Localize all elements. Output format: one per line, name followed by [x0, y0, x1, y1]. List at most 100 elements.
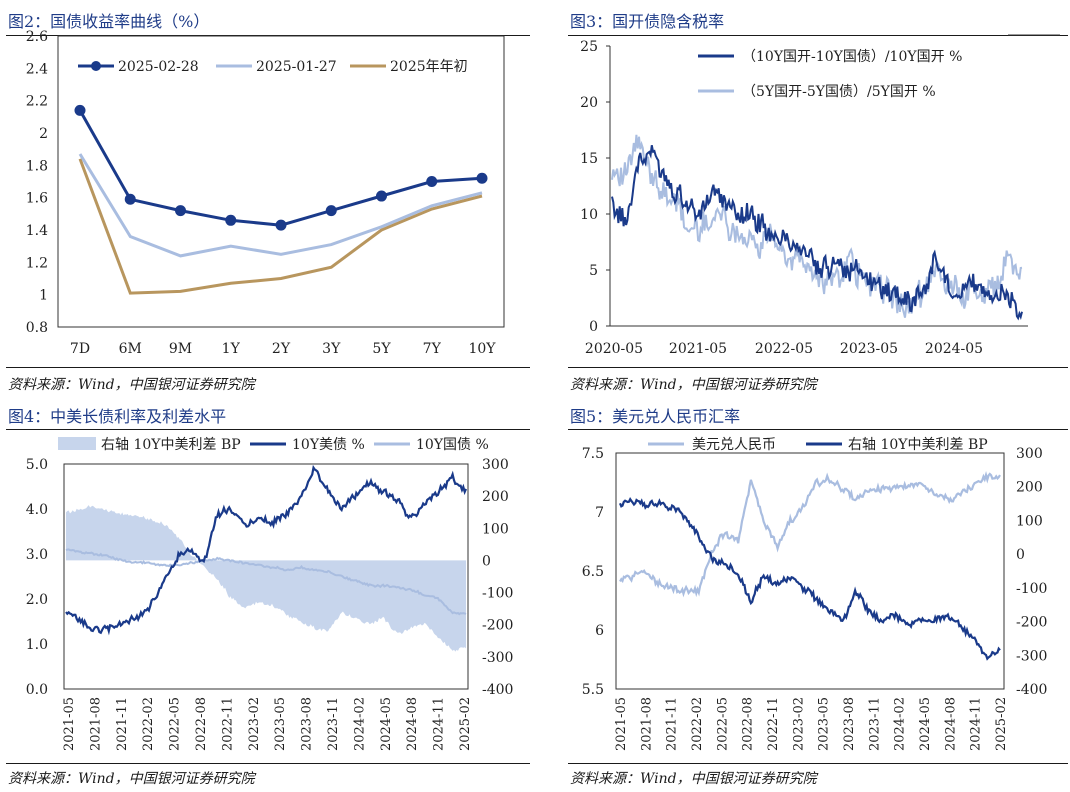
y2-tick-label: -300 [1016, 648, 1047, 664]
x-tick-label: 2020-05 [585, 341, 643, 357]
data-point [426, 176, 438, 187]
series-line [78, 153, 483, 258]
legend-label: （10Y国开-10Y国债）/10Y国开 % [742, 49, 962, 65]
x-tick-label: 2022-05 [168, 697, 183, 751]
x-tick-label: 6M [119, 341, 142, 357]
y-tick-label: 20 [580, 95, 598, 111]
series-line [65, 464, 468, 636]
chart-implied-tax: 0 5 10 15 20 25 2020-05 2021-05 2022-05 2023-05 20… [580, 34, 1060, 357]
y-tick-label: 0.8 [26, 320, 48, 336]
x-tick-label: 10Y [468, 341, 496, 357]
title-rule [568, 429, 1068, 430]
data-point [74, 104, 86, 116]
y-tick-label: 6.5 [582, 564, 604, 580]
legend-label: 右轴 10Y中美利差 BP [101, 437, 241, 453]
data-point [225, 214, 237, 226]
panel-title: 图5：美元兑人民币汇率 [570, 407, 741, 426]
data-point [175, 205, 186, 217]
source-rule [568, 367, 1068, 368]
x-tick-label: 5Y [372, 341, 391, 357]
x-tick-label: 7D [70, 341, 90, 357]
y-tick-label: 1 [39, 288, 48, 304]
y-tick-label: 0 [589, 319, 598, 335]
y-tick-label: 4.0 [26, 502, 48, 518]
source-rule [6, 367, 530, 368]
legend-label: 10Y国债 % [416, 437, 489, 453]
y2-tick-label: -200 [1016, 615, 1047, 631]
x-tick-label: 2023-05 [840, 341, 898, 357]
data-point [476, 172, 488, 184]
plot-frame [63, 463, 469, 690]
x-tick-label: 2023-08 [842, 697, 857, 751]
x-tick-label: 2021-05 [669, 341, 727, 357]
y-tick-label: 7.5 [582, 446, 604, 462]
x-tick-label: 2025-02 [994, 697, 1009, 751]
x-tick-label: 2024-11 [969, 697, 984, 751]
x-tick-label: 1Y [222, 341, 241, 357]
source-note: 资料来源：Wind，中国银河证券研究院 [570, 377, 817, 393]
x-tick-label: 2021-11 [115, 697, 130, 751]
series-line [618, 497, 1001, 661]
data-point [325, 205, 337, 217]
x-tick-label: 2024-02 [352, 697, 367, 751]
series-line [611, 134, 1023, 318]
x-tick-label: 9M [169, 341, 192, 357]
y-tick-label: 1.4 [26, 223, 48, 239]
y-tick-label: 6 [595, 623, 604, 639]
y-tick-label: 25 [580, 39, 598, 55]
x-tick-label: 2025-02 [458, 697, 473, 751]
x-tick-label: 2023-02 [247, 697, 262, 751]
spread-area [66, 505, 466, 652]
y2-tick-label: -100 [482, 586, 513, 602]
legend-label: （5Y国开-5Y国债）/5Y国开 % [742, 84, 936, 100]
x-tick-label: 2023-11 [867, 697, 882, 751]
x-tick-label: 2024-05 [925, 341, 983, 357]
x-tick-label: 2023-11 [326, 697, 341, 751]
legend-label: 2025-02-28 [118, 59, 199, 75]
y-tick-label: 7 [595, 505, 604, 521]
y2-tick-label: 300 [482, 457, 509, 473]
source-rule [6, 763, 530, 764]
y2-tick-label: -400 [482, 682, 513, 698]
x-tick-label: 2021-08 [639, 697, 654, 751]
y-tick-label: 1.6 [26, 191, 48, 207]
series-line [611, 145, 1023, 321]
y2-tick-label: 300 [1016, 446, 1043, 462]
x-tick-label: 2022-08 [194, 697, 209, 751]
chart-us-cn-spread: 0.0 1.0 2.0 3.0 4.0 5.0 -400 -300 -200 -100 0 100 20… [26, 437, 513, 751]
plot-frame [57, 35, 505, 328]
panel-title: 图4：中美长债利率及利差水平 [8, 407, 227, 426]
y-tick-label: 15 [580, 151, 598, 167]
panel-usdcny: 图5：美元兑人民币汇率 5.5 6 6.5 7 7.5 -400 -300 -200 -100 0… [562, 400, 1070, 792]
x-tick-label: 2024-08 [943, 697, 958, 751]
legend-label: 美元兑人民币 [692, 437, 776, 453]
y2-tick-label: 0 [1016, 547, 1025, 563]
legend-label: 2025年年初 [390, 58, 468, 75]
title-rule [6, 429, 530, 430]
legend-marker [91, 61, 101, 71]
y2-tick-label: 200 [482, 489, 509, 505]
y2-tick-label: -200 [482, 618, 513, 634]
x-tick-label: 2022-05 [755, 341, 813, 357]
y2-tick-label: 100 [1016, 513, 1043, 529]
x-tick-label: 2024-11 [432, 697, 447, 751]
x-tick-label: 2021-08 [88, 697, 103, 751]
y2-tick-label: -400 [1016, 682, 1047, 698]
x-tick-label: 2022-08 [741, 697, 756, 751]
y-tick-label: 2 [39, 126, 48, 142]
x-tick-label: 2021-11 [665, 697, 680, 751]
plot-frame [615, 452, 1005, 690]
x-tick-label: 2024-08 [405, 697, 420, 751]
y2-tick-label: 0 [482, 553, 491, 569]
x-tick-label: 2023-02 [791, 697, 806, 751]
panel-title: 图2：国债收益率曲线（%） [8, 12, 210, 31]
x-tick-label: 2022-11 [766, 697, 781, 751]
y-tick-label: 2.2 [26, 94, 48, 110]
x-tick-label: 2024-05 [918, 697, 933, 751]
y2-tick-label: 200 [1016, 480, 1043, 496]
y-tick-label: 5.5 [582, 682, 604, 698]
y-tick-label: 2.4 [26, 61, 48, 77]
y2-tick-label: -100 [1016, 581, 1047, 597]
source-rule [568, 763, 1068, 764]
x-tick-label: 2021-05 [62, 697, 77, 751]
